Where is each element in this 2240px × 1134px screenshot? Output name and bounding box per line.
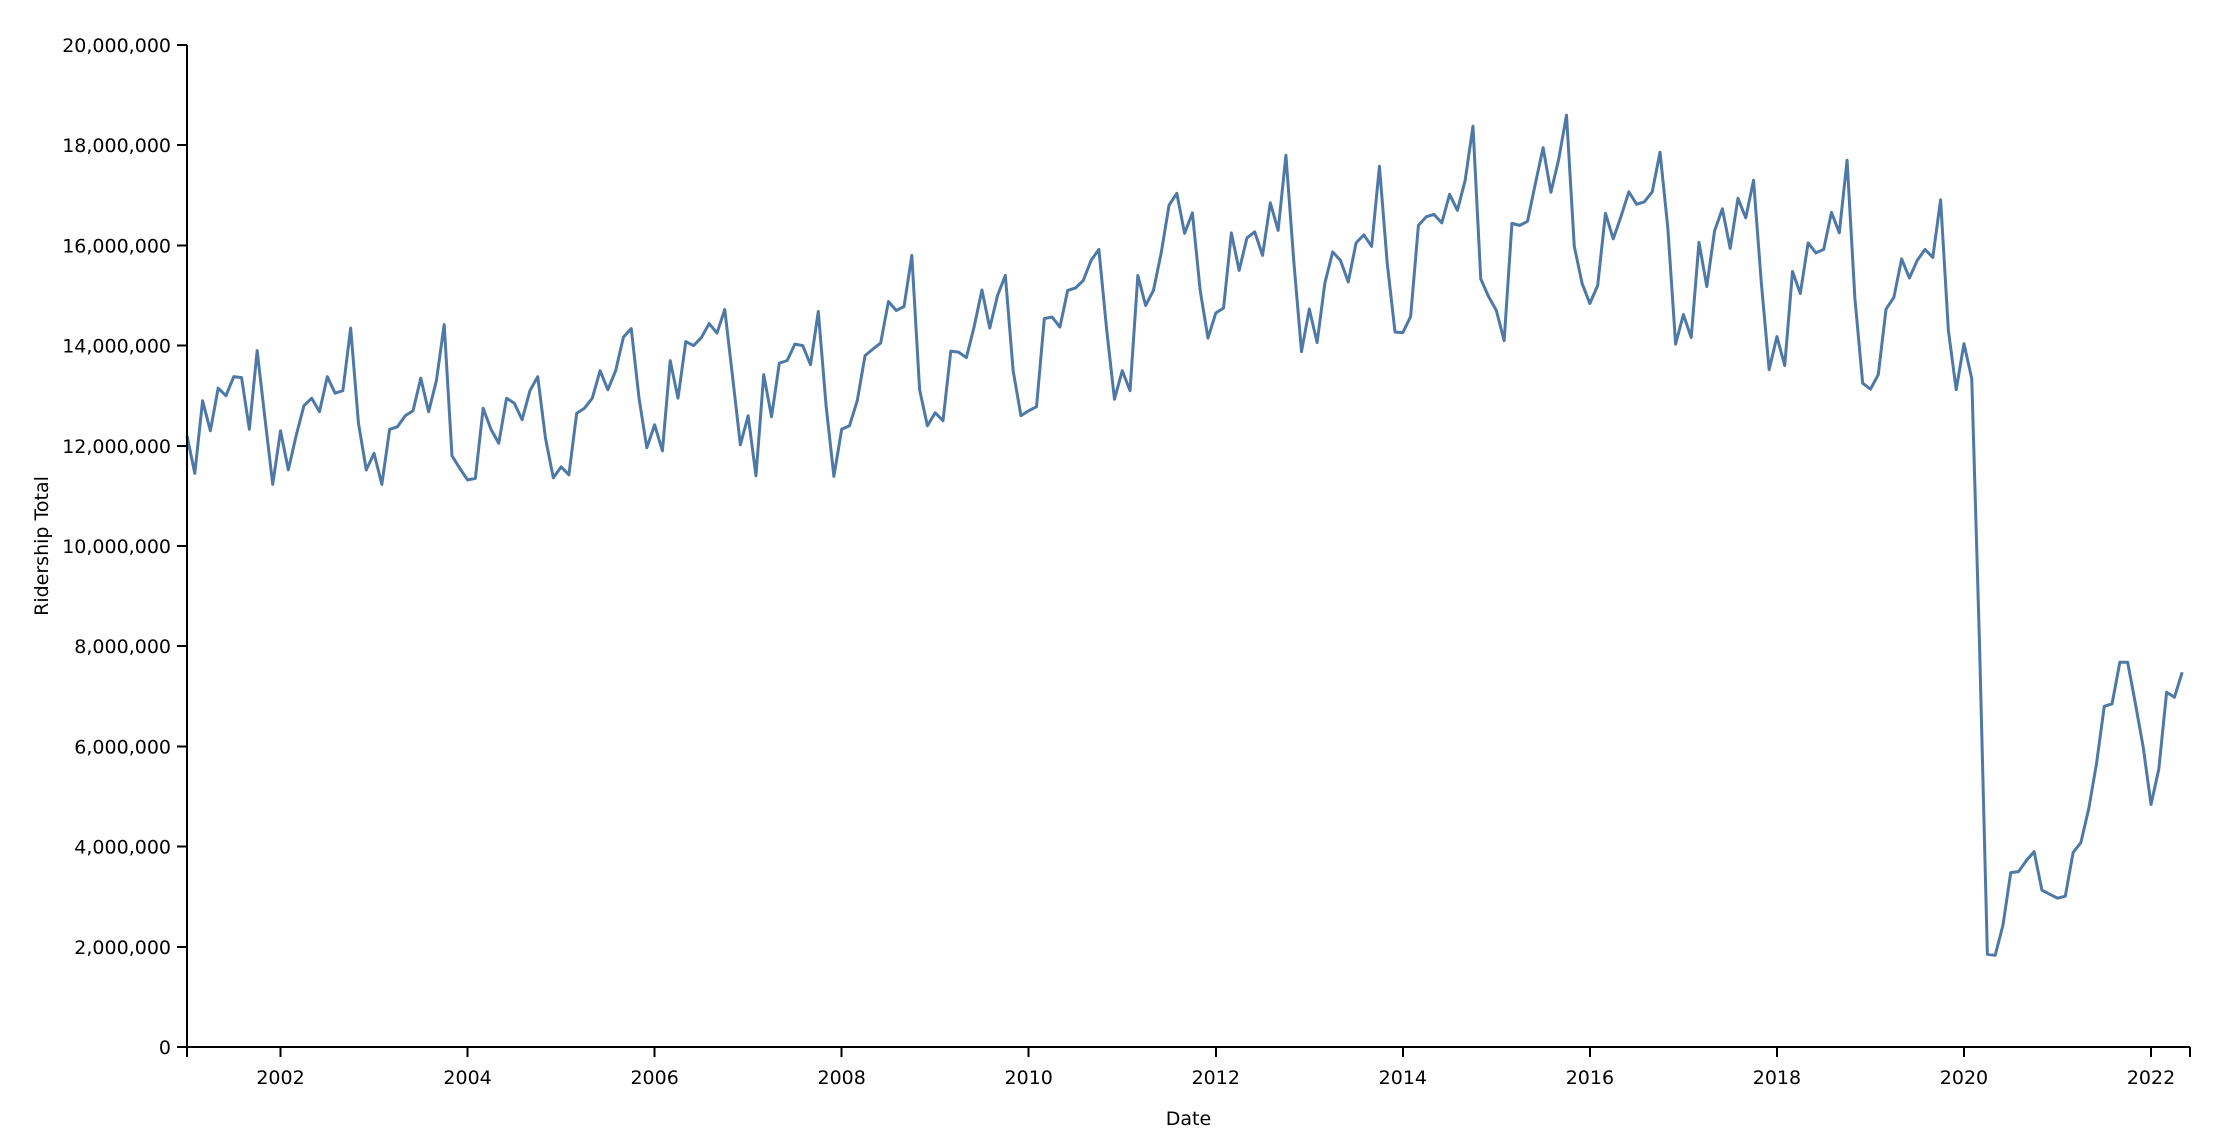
- x-tick-label: 2006: [630, 1067, 678, 1089]
- y-tick-label: 14,000,000: [62, 336, 171, 358]
- y-axis: 0 2,000,000 4,000,000 6,000,000 8,000,000 10,…: [62, 35, 188, 1059]
- y-tick-label: 8,000,000: [74, 636, 171, 658]
- x-tick-label: 2008: [817, 1067, 865, 1089]
- y-axis-title: Ridership Total: [31, 476, 53, 616]
- x-tick-label: 2018: [1753, 1067, 1801, 1089]
- y-tick-label: 12,000,000: [62, 436, 171, 458]
- plot-area: [185, 113, 2184, 957]
- x-tick-label: 2012: [1192, 1067, 1240, 1089]
- x-tick-label: 2016: [1566, 1067, 1614, 1089]
- x-axis-title: Date: [1166, 1108, 1211, 1130]
- y-tick-label: 6,000,000: [74, 736, 171, 758]
- x-tick-label: 2010: [1005, 1067, 1053, 1089]
- x-tick-label: 2014: [1379, 1067, 1427, 1089]
- y-tick-label: 4,000,000: [74, 837, 171, 859]
- x-tick-label: 2022: [2127, 1067, 2175, 1089]
- x-tick-label: 2020: [1940, 1067, 1988, 1089]
- y-tick-label: 2,000,000: [74, 937, 171, 959]
- y-tick-label: 0: [159, 1037, 171, 1059]
- x-tick-label: 2004: [443, 1067, 491, 1089]
- ridership-line: [185, 113, 2184, 957]
- y-tick-label: 10,000,000: [62, 536, 171, 558]
- y-tick-label: 18,000,000: [62, 135, 171, 157]
- x-axis: 2002 2004 2006 2008 2010 2012 2014 2016 2018 2020…: [186, 1046, 2191, 1089]
- x-tick-label: 2002: [256, 1067, 304, 1089]
- y-tick-label: 16,000,000: [62, 235, 171, 257]
- y-tick-label: 20,000,000: [62, 35, 171, 57]
